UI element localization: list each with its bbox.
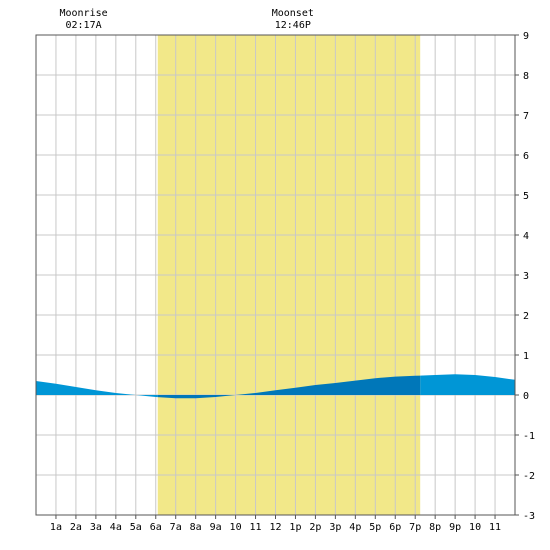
y-tick-label: 8 — [523, 71, 529, 82]
y-tick-label: 6 — [523, 151, 529, 162]
x-tick-label: 4a — [110, 522, 122, 533]
x-tick-label: 2a — [70, 522, 82, 533]
x-tick-label: 8p — [429, 522, 441, 533]
x-tick-label: 9a — [210, 522, 222, 533]
y-tick-label: 3 — [523, 271, 529, 282]
moon-event-label: Moonset — [272, 8, 314, 19]
x-tick-label: 5p — [369, 522, 381, 533]
x-tick-label: 11 — [489, 522, 501, 533]
x-tick-label: 5a — [130, 522, 142, 533]
y-tick-label: 5 — [523, 191, 529, 202]
y-tick-label: 0 — [523, 391, 529, 402]
y-tick-label: -2 — [523, 471, 535, 482]
y-tick-label: 7 — [523, 111, 529, 122]
y-tick-label: 2 — [523, 311, 529, 322]
y-tick-label: 4 — [523, 231, 529, 242]
x-tick-label: 1a — [50, 522, 62, 533]
y-tick-label: 9 — [523, 31, 529, 42]
moon-event-time: 02:17A — [66, 20, 102, 31]
x-tick-label: 11 — [250, 522, 262, 533]
x-tick-label: 1p — [289, 522, 301, 533]
x-tick-label: 3p — [329, 522, 341, 533]
x-tick-label: 2p — [309, 522, 321, 533]
x-tick-label: 8a — [190, 522, 202, 533]
x-tick-label: 6a — [150, 522, 162, 533]
x-tick-label: 3a — [90, 522, 102, 533]
moon-event-label: Moonrise — [59, 8, 107, 19]
x-tick-label: 10 — [469, 522, 481, 533]
tide-area-day — [157, 375, 421, 399]
moon-event-time: 12:46P — [275, 20, 311, 31]
y-tick-label: -3 — [523, 511, 535, 522]
y-tick-label: -1 — [523, 431, 535, 442]
x-tick-label: 6p — [389, 522, 401, 533]
x-tick-label: 4p — [349, 522, 361, 533]
x-tick-label: 7a — [170, 522, 182, 533]
x-tick-label: 12 — [269, 522, 281, 533]
x-tick-label: 9p — [449, 522, 461, 533]
x-tick-label: 7p — [409, 522, 421, 533]
y-tick-label: 1 — [523, 351, 529, 362]
x-tick-label: 10 — [230, 522, 242, 533]
